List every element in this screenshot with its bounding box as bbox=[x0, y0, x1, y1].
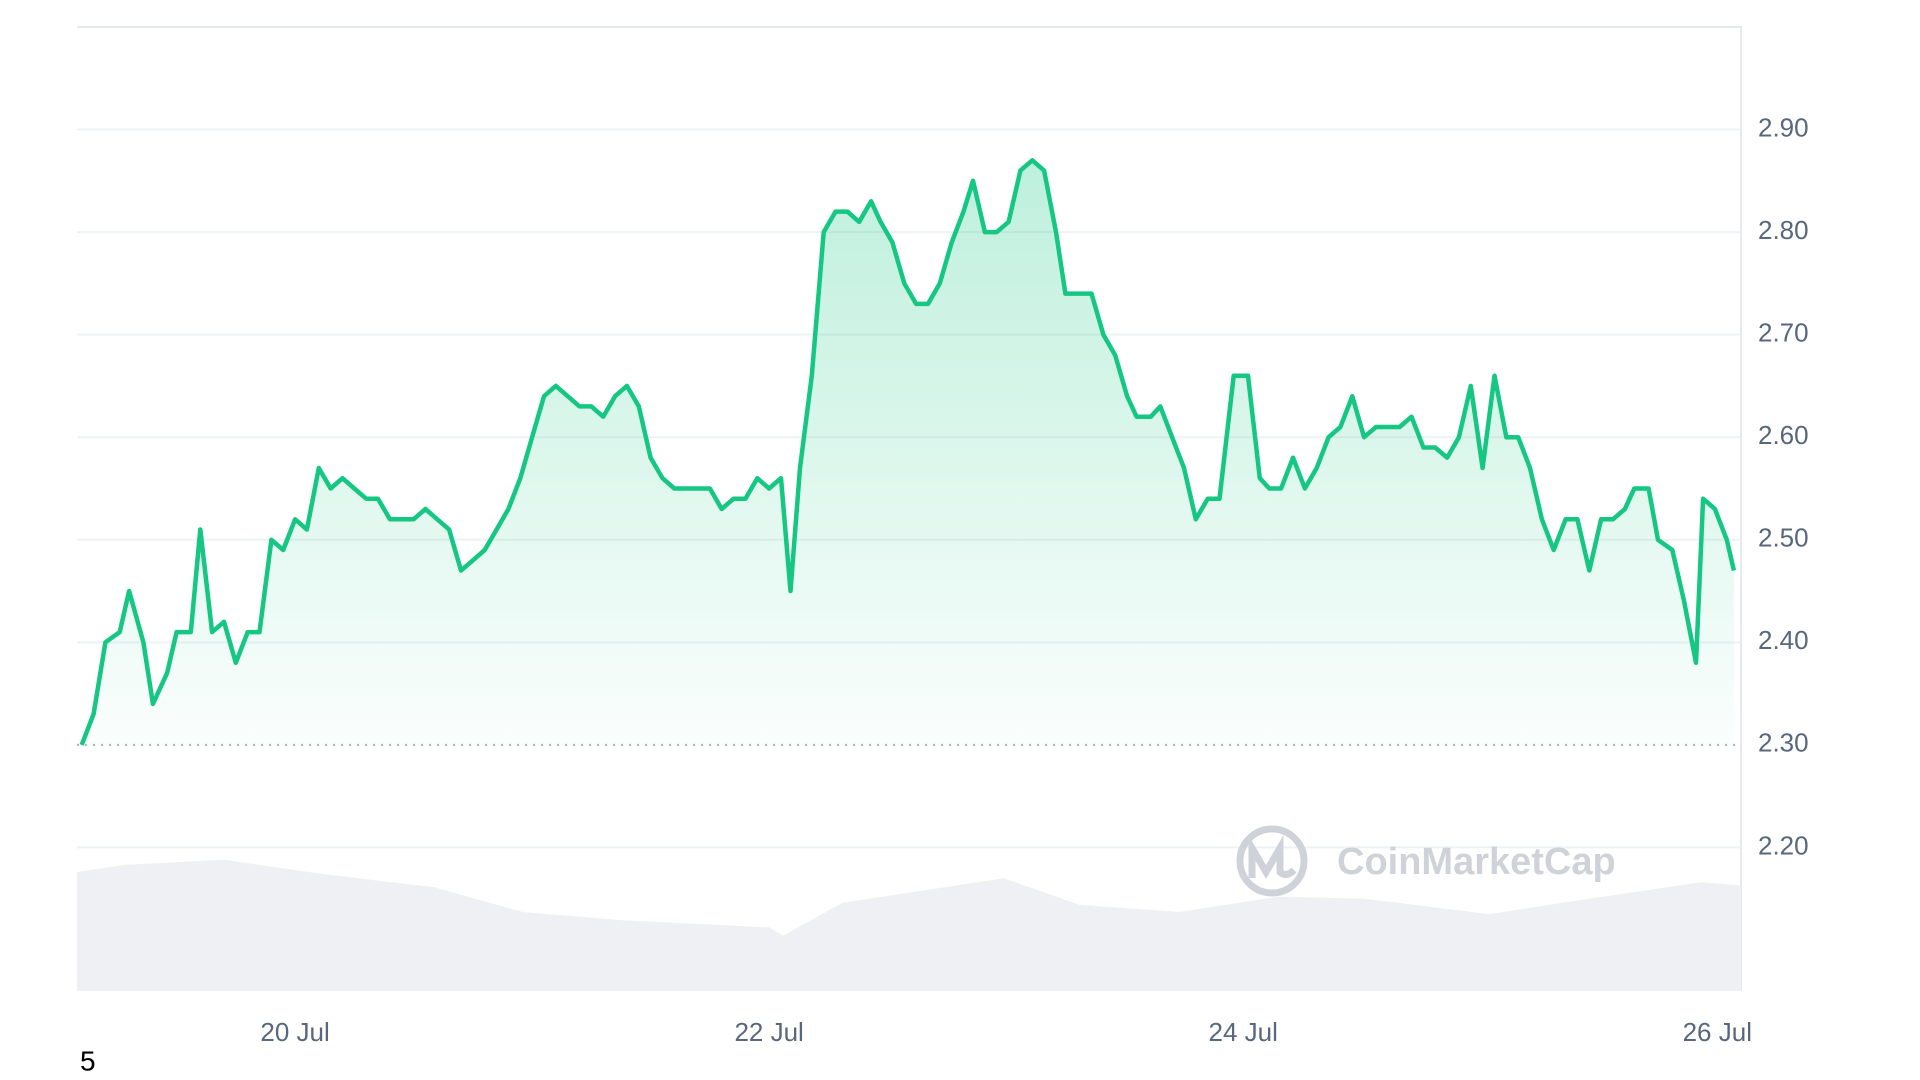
y-tick-label: 2.80 bbox=[1758, 215, 1809, 245]
plot-frame bbox=[77, 26, 1742, 991]
y-tick-label: 2.90 bbox=[1758, 112, 1809, 142]
y-tick-label: 2.50 bbox=[1758, 523, 1809, 553]
x-tick-label: 24 Jul bbox=[1209, 1017, 1278, 1047]
watermark-logo bbox=[1236, 825, 1308, 897]
y-tick-label: 2.60 bbox=[1758, 420, 1809, 450]
y-tick-label: 2.70 bbox=[1758, 318, 1809, 348]
y-tick-label: 2.40 bbox=[1758, 625, 1809, 655]
watermark: CoinMarketCap bbox=[1337, 841, 1616, 883]
volume-area bbox=[77, 859, 1741, 991]
area-fill bbox=[81, 160, 1734, 745]
footnote: 5 bbox=[80, 1045, 96, 1076]
x-tick-label: 26 Jul bbox=[1683, 1017, 1752, 1047]
x-tick-label: 22 Jul bbox=[734, 1017, 803, 1047]
y-tick-label: 2.20 bbox=[1758, 830, 1809, 860]
y-tick-label: 2.30 bbox=[1758, 728, 1809, 758]
price-line bbox=[79, 158, 1737, 746]
x-tick-label: 20 Jul bbox=[260, 1017, 329, 1047]
